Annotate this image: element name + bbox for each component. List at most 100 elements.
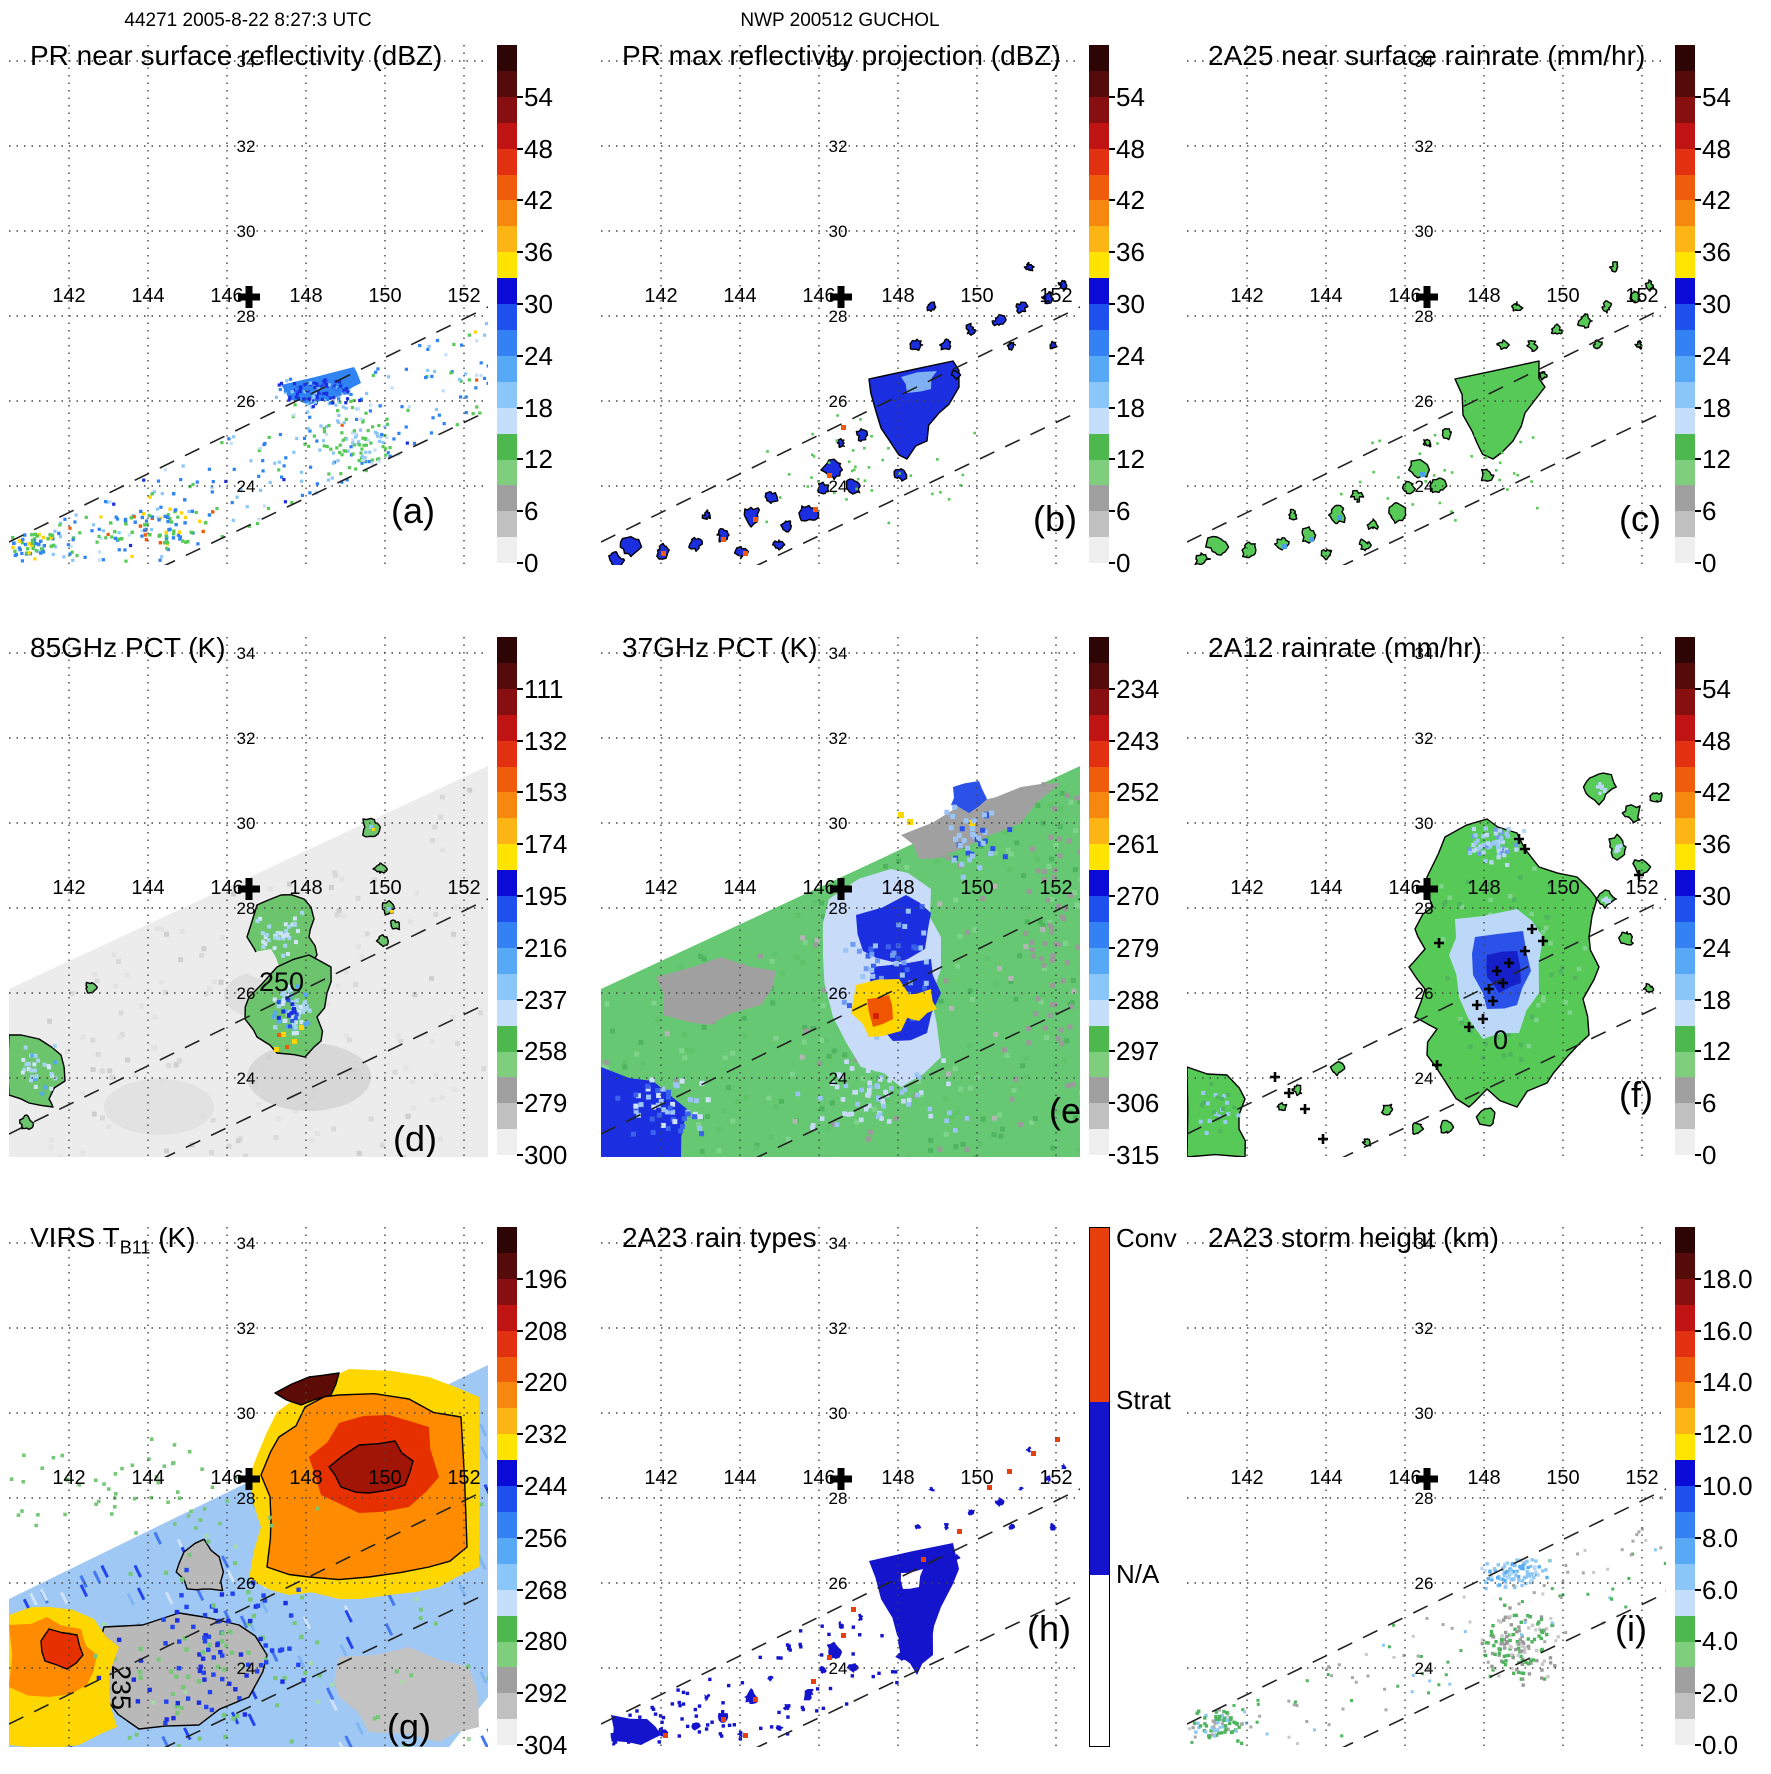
- panel-letter: (f): [1619, 1074, 1653, 1115]
- colorbar-tick-label: 237: [524, 987, 567, 1013]
- colorbar-category-label: Conv: [1116, 1225, 1177, 1251]
- contour-label: 0: [1493, 1025, 1508, 1055]
- colorbar-tick-label: 24: [1702, 343, 1731, 369]
- colorbar-tick-label: 0: [1702, 550, 1716, 576]
- lon-label: 148: [1467, 877, 1500, 899]
- lat-label: 30: [1415, 222, 1434, 241]
- lon-label: 142: [52, 1467, 85, 1489]
- colorbar-tick-label: 6: [1116, 498, 1130, 524]
- lat-label: 32: [1415, 729, 1434, 748]
- lon-label: 148: [881, 285, 914, 307]
- lon-label: 148: [1467, 285, 1500, 307]
- lat-label: 28: [829, 307, 848, 326]
- lat-label: 28: [237, 899, 256, 918]
- panel-title: 2A12 rainrate (mm/hr): [1208, 632, 1482, 664]
- colorbar-tick-label: 292: [524, 1680, 567, 1706]
- lon-label: 150: [368, 285, 401, 307]
- lon-label: 144: [723, 877, 756, 899]
- lat-label: 26: [829, 392, 848, 411]
- colorbar-tick-label: 6: [1702, 1090, 1716, 1116]
- lon-label: 142: [52, 285, 85, 307]
- colorbar: [1675, 1227, 1695, 1745]
- lon-label: 142: [1230, 1467, 1263, 1489]
- lon-label: 150: [1546, 877, 1579, 899]
- colorbar-tick-label: 6: [524, 498, 538, 524]
- colorbar-tick-label: 14.0: [1702, 1369, 1753, 1395]
- lon-label: 150: [960, 877, 993, 899]
- lat-label: 28: [1415, 899, 1434, 918]
- panel-title: 37GHz PCT (K): [622, 632, 818, 664]
- colorbar-tick-label: 48: [524, 136, 553, 162]
- colorbar-tick-label: 300: [524, 1142, 567, 1168]
- colorbar-tick-label: 54: [1702, 84, 1731, 110]
- lat-label: 34: [237, 1234, 256, 1253]
- colorbar-tick-label: 24: [524, 343, 553, 369]
- colorbar-tick-label: 304: [524, 1732, 567, 1758]
- colorbar-tick-label: 12.0: [1702, 1421, 1753, 1447]
- colorbar-tick-label: 280: [524, 1628, 567, 1654]
- lon-label: 142: [644, 285, 677, 307]
- colorbar: [497, 1227, 517, 1745]
- colorbar-tick-label: 0: [1116, 550, 1130, 576]
- colorbar-tick-label: 220: [524, 1369, 567, 1395]
- lat-label: 26: [1415, 392, 1434, 411]
- panel-letter: (h): [1027, 1608, 1071, 1649]
- lon-label: 152: [447, 877, 480, 899]
- colorbar-tick-label: 42: [1702, 187, 1731, 213]
- lat-label: 26: [237, 984, 256, 1003]
- lon-label: 150: [1546, 1467, 1579, 1489]
- lon-label: 142: [1230, 877, 1263, 899]
- panel-title: VIRS TB11 (K): [30, 1222, 196, 1259]
- lat-label: 32: [829, 729, 848, 748]
- lat-label: 24: [829, 1069, 848, 1088]
- colorbar-tick-label: 24: [1702, 935, 1731, 961]
- lat-label: 30: [237, 814, 256, 833]
- colorbar: [1675, 637, 1695, 1155]
- lon-label: 152: [1039, 877, 1072, 899]
- colorbar-tick-label: 270: [1116, 883, 1159, 909]
- lon-label: 142: [1230, 285, 1263, 307]
- colorbar-tick-label: 54: [1702, 676, 1731, 702]
- colorbar-tick-label: 288: [1116, 987, 1159, 1013]
- lon-label: 144: [131, 1467, 164, 1489]
- colorbar-tick-label: 195: [524, 883, 567, 909]
- lon-label: 144: [723, 1467, 756, 1489]
- lon-label: 150: [960, 285, 993, 307]
- colorbar-tick-label: 36: [1702, 239, 1731, 265]
- colorbar-tick-label: 18: [1702, 987, 1731, 1013]
- colorbar-tick-label: 243: [1116, 728, 1159, 754]
- lon-label: 144: [723, 285, 756, 307]
- title-pre: VIRS T: [30, 1222, 120, 1253]
- lon-label: 142: [644, 877, 677, 899]
- lat-label: 26: [237, 392, 256, 411]
- lat-label: 26: [829, 984, 848, 1003]
- colorbar-tick-label: 16.0: [1702, 1318, 1753, 1344]
- colorbar-tick-label: 48: [1116, 136, 1145, 162]
- colorbar-tick-label: 256: [524, 1525, 567, 1551]
- colorbar-tick-label: 306: [1116, 1090, 1159, 1116]
- colorbar-tick-label: 36: [1116, 239, 1145, 265]
- lon-label: 148: [289, 1467, 322, 1489]
- colorbar: [1089, 45, 1109, 563]
- lon-label: 152: [1039, 1467, 1072, 1489]
- colorbar-tick-label: 54: [1116, 84, 1145, 110]
- colorbar-category-label: Strat: [1116, 1387, 1171, 1413]
- lat-label: 30: [829, 222, 848, 241]
- colorbar-tick-label: 0.0: [1702, 1732, 1738, 1758]
- colorbar-tick-label: 12: [1116, 446, 1145, 472]
- colorbar-tick-label: 153: [524, 779, 567, 805]
- lat-label: 28: [829, 899, 848, 918]
- colorbar-tick-label: 208: [524, 1318, 567, 1344]
- colorbar-tick-label: 18.0: [1702, 1266, 1753, 1292]
- panel-title: PR near surface reflectivity (dBZ): [30, 40, 442, 72]
- lat-label: 28: [1415, 307, 1434, 326]
- lat-label: 30: [829, 1404, 848, 1423]
- lat-label: 24: [1415, 477, 1434, 496]
